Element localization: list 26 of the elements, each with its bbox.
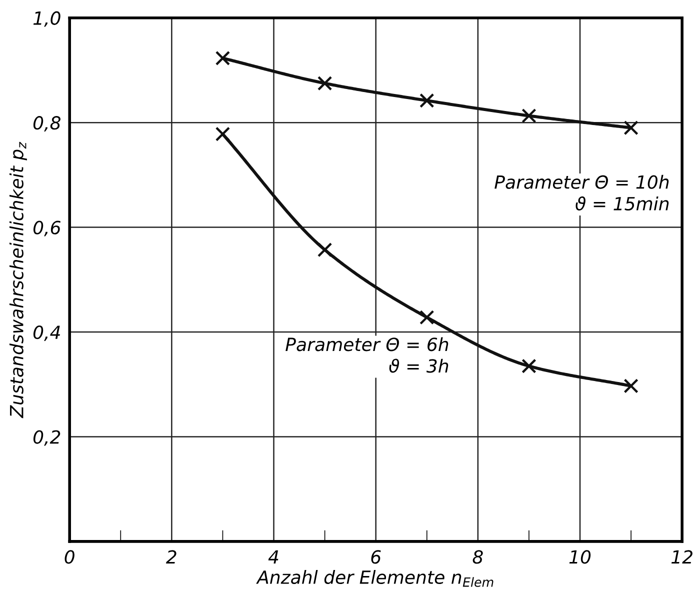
point xyxy=(317,76,332,91)
x-tick-label: 12 xyxy=(671,550,692,564)
x-tick-label: 6 xyxy=(371,550,381,564)
x-axis-title: Anzahl der Elemente n$_{Elem}$ xyxy=(256,570,494,587)
x-tick-label: 4 xyxy=(268,550,278,564)
point xyxy=(522,358,536,374)
x-tick-label: 0 xyxy=(64,550,74,564)
y-tick-label: 0,6 xyxy=(33,220,60,236)
point xyxy=(215,126,230,142)
y-tick-label: 1,0 xyxy=(33,11,60,27)
point xyxy=(522,108,536,124)
annotation: Parameter Θ = 6h ϑ = 3h xyxy=(286,337,448,373)
y-axis-title: Zustandswahrscheinlichkeit p$_{z}$ xyxy=(9,142,27,418)
point xyxy=(215,50,230,66)
point xyxy=(624,378,638,394)
point xyxy=(420,310,434,325)
annotation: Parameter Θ = 10h ϑ = 15min xyxy=(494,174,669,210)
y-tick-label: 0,4 xyxy=(33,325,60,341)
point xyxy=(624,120,638,136)
x-tick-label: 8 xyxy=(472,550,483,564)
y-tick-label: 0,2 xyxy=(33,430,60,446)
x-tick-label: 2 xyxy=(166,550,176,564)
x-tick-label: 10 xyxy=(569,550,591,564)
y-tick-label: 0,8 xyxy=(33,116,60,132)
point xyxy=(317,242,332,258)
point xyxy=(420,93,434,108)
